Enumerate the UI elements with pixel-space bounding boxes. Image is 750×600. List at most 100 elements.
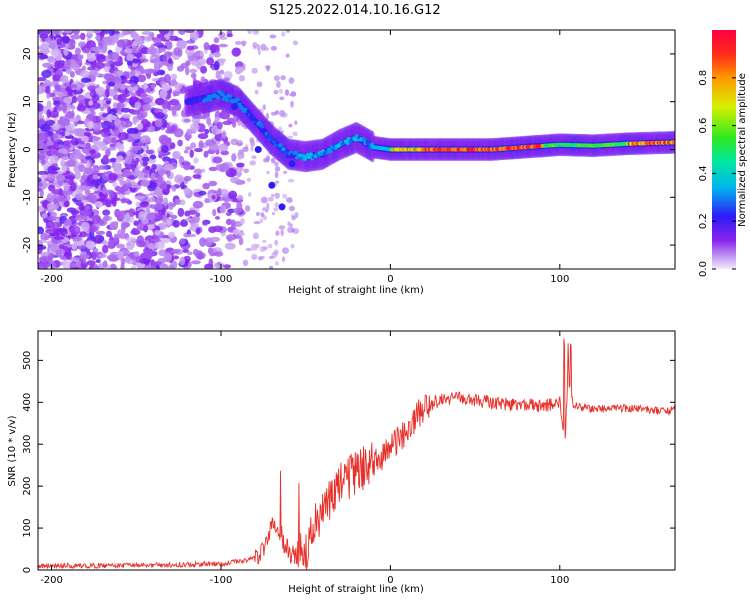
spectrogram-cell: [179, 256, 186, 266]
spectrogram-cell: [278, 203, 286, 211]
spectrogram-cell: [269, 134, 274, 139]
spectrogram-cell: [212, 225, 224, 233]
spectrogram-cell: [149, 154, 157, 160]
spectrogram-cell: [214, 116, 220, 122]
spectrogram-cell: [88, 100, 94, 106]
spectrogram-cell: [142, 156, 150, 162]
spectrogram-cell: [38, 152, 46, 161]
spectrogram-cell: [122, 222, 131, 228]
x-tick-label: -200: [40, 575, 63, 586]
spectrogram-cell: [85, 240, 95, 250]
spectrogram-cell: [245, 247, 253, 252]
spectrogram-cell: [228, 190, 238, 200]
spectrogram-cell: [53, 198, 58, 205]
spectrogram-cell: [191, 60, 200, 66]
spectrogram-cell: [110, 197, 116, 205]
spectrogram-cell: [125, 212, 130, 221]
spectrogram-cell: [282, 247, 289, 255]
spectrogram-cell: [92, 174, 99, 180]
spectrogram-cell: [61, 35, 70, 44]
spectrogram-cell: [147, 242, 156, 249]
spectrogram-cell: [107, 239, 115, 249]
spectrogram-cell: [107, 172, 118, 181]
spectrogram-cell: [292, 40, 298, 46]
spectrogram-cell: [130, 82, 136, 88]
spectrogram-cell: [52, 122, 61, 131]
spectrogram-cell: [114, 60, 124, 66]
y-tick-label: 400: [22, 393, 33, 412]
spectrogram-cell: [145, 149, 154, 155]
spectrogram-cell: [267, 243, 273, 249]
spectrogram-cell: [139, 258, 150, 264]
spectrogram-cell: [268, 181, 276, 189]
spectrogram-cell: [40, 123, 51, 132]
x-tick-label: -100: [210, 274, 233, 285]
spectrogram-cell: [180, 219, 188, 227]
spectrogram-cell: [78, 231, 87, 238]
spectrogram-cell: [238, 232, 245, 237]
spectrogram-cell: [131, 46, 139, 54]
spectrogram-cell: [110, 157, 118, 163]
spectrogram-cell: [190, 260, 201, 265]
spectrogram-cell: [259, 218, 264, 224]
spectrogram-cell: [198, 190, 207, 196]
spectrogram-cell: [288, 77, 295, 84]
spectrogram-cell: [185, 40, 196, 44]
spectrogram-cell: [89, 89, 95, 98]
spectrogram-cell: [144, 173, 149, 178]
spectrogram-cell: [227, 94, 233, 99]
spectrogram-cell: [119, 75, 127, 80]
spectrogram-cell: [106, 114, 118, 121]
spectrogram-cell: [292, 131, 298, 137]
spectrogram-cell: [189, 68, 198, 74]
spectrogram-cell: [108, 60, 114, 65]
spectrogram-cell: [45, 85, 51, 95]
spectrogram-cell: [48, 184, 56, 192]
spectrogram-cell: [75, 259, 81, 267]
spectrogram-cell: [112, 37, 119, 44]
spectrogram-cell: [281, 31, 286, 37]
spectrogram-cell: [160, 119, 168, 128]
spectrogram-cell: [152, 261, 162, 266]
spectrogram-cell: [80, 70, 90, 78]
spectrogram-cell: [249, 137, 255, 144]
y-tick-label: 100: [22, 519, 33, 538]
spectrogram-cell: [101, 120, 112, 130]
spectrogram-cell: [60, 104, 68, 112]
spectrogram-cell: [60, 158, 65, 166]
spectrogram-cell: [226, 33, 233, 38]
snr-series-line: [38, 338, 675, 570]
spectrogram-cell: [172, 150, 181, 160]
spectrogram-cell: [262, 104, 267, 111]
snr-panel: -200 -100 0 100 0 100 200 300 400 500 Height of s…: [7, 330, 676, 595]
spectrogram-cell: [213, 251, 224, 257]
spectrogram-cell: [208, 166, 218, 172]
spectrogram-cell: [85, 166, 93, 175]
spectrogram-cell: [54, 83, 61, 91]
spectrogram-cell: [253, 221, 261, 225]
spectrogram-cell: [98, 262, 105, 269]
spectrogram-cell: [145, 87, 152, 93]
spectrogram-cell: [43, 79, 52, 89]
spectrogram-cell: [252, 42, 258, 49]
spectrogram-cell: [106, 230, 112, 238]
spectrogram-cell: [187, 251, 193, 256]
spectrogram-cell: [55, 249, 63, 258]
spectrogram-cell: [89, 149, 96, 155]
spectrogram-cell: [74, 171, 81, 180]
spectrogram-cell: [109, 263, 118, 269]
spectrogram-cell: [134, 36, 144, 45]
spectrogram-cell: [260, 196, 268, 204]
spectrogram-cell: [70, 34, 81, 40]
spectrogram-cell: [92, 214, 102, 224]
spectrogram-cell: [141, 30, 153, 36]
spectrogram-cell: [69, 182, 77, 192]
spectrogram-cell: [183, 149, 189, 154]
spectrogram-cell: [52, 232, 63, 236]
spectrogram-cell: [289, 93, 296, 97]
spectrogram-cell: [166, 219, 172, 226]
spectrogram-cell: [246, 109, 251, 113]
spectrogram-cell: [192, 248, 199, 256]
spectrogram-cell: [275, 230, 280, 236]
spectrogram-cell: [38, 134, 45, 141]
